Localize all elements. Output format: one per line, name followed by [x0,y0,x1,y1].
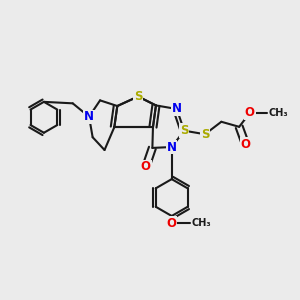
Text: O: O [141,160,151,173]
Text: S: S [180,124,188,137]
Text: CH₃: CH₃ [191,218,211,228]
Text: S: S [134,90,142,103]
Text: O: O [241,138,251,151]
Text: N: N [172,103,182,116]
Text: N: N [167,140,177,154]
Text: S: S [201,128,209,141]
Text: N: N [84,110,94,123]
Text: O: O [245,106,255,119]
Text: CH₃: CH₃ [268,108,288,118]
Text: O: O [167,217,177,230]
